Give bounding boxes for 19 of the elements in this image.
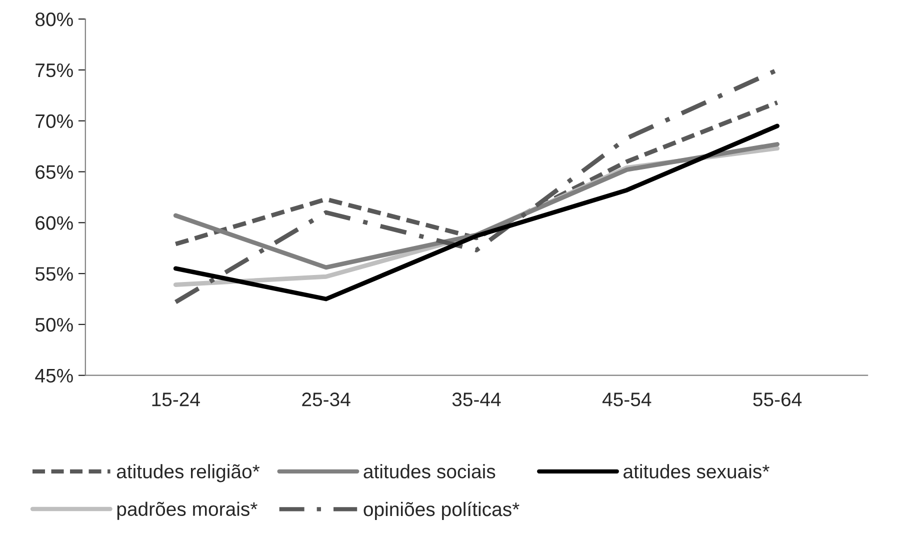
x-tick-label: 25-34 (302, 392, 350, 406)
y-tick-label: 45% (35, 368, 73, 383)
y-tick-label: 60% (36, 216, 73, 230)
legend-label: padrões morais* (117, 502, 258, 520)
x-tick-label: 55-64 (753, 392, 802, 406)
legend-label: opiniões políticas* (364, 502, 520, 520)
y-tick-label: 50% (35, 318, 73, 332)
legend-label: atitudes religião* (116, 464, 260, 482)
x-tick-label: 15-24 (152, 392, 200, 406)
y-tick-label: 65% (36, 165, 73, 179)
y-tick-label: 55% (35, 267, 73, 281)
y-tick-label: 75% (36, 63, 73, 78)
x-tick-label: 45-54 (602, 392, 652, 406)
legend-label: atitudes sociais (364, 464, 496, 478)
legend-label: atitudes sexuais* (624, 464, 770, 478)
line-series (173, 124, 780, 302)
y-tick-label: 70% (36, 114, 73, 128)
x-tick-label: 35-44 (452, 392, 501, 406)
y-tick-label: 80% (36, 12, 73, 26)
